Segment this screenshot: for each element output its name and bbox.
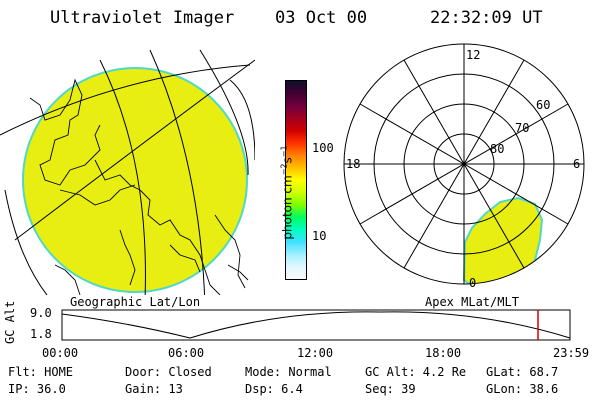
colorbar-unit-label: photon cm−2s−1 (279, 145, 295, 240)
status-seq: Seq: 39 (365, 382, 416, 396)
altitude-axis-title: GC Alt (3, 300, 17, 344)
time-tick-0600: 06:00 (168, 346, 205, 360)
colorbar-tick-100: 100 (312, 141, 334, 155)
altitude-y-max: 9.0 (30, 306, 52, 320)
status-door: Door: Closed (125, 365, 212, 379)
polar-mlt-plot: 12 18 6 0 60 70 80 (343, 43, 585, 290)
altitude-plot (61, 309, 571, 341)
polar-label-6: 6 (573, 157, 580, 171)
altitude-y-min: 1.8 (30, 327, 52, 341)
status-gc-alt: GC Alt: 4.2 Re (365, 365, 467, 379)
geographic-grid (0, 49, 255, 295)
polar-label-60: 60 (536, 98, 550, 112)
time-tick-0000: 00:00 (42, 346, 79, 360)
polar-label-70: 70 (515, 121, 529, 135)
altitude-curve (61, 311, 571, 339)
status-glat: GLat: 68.7 (486, 365, 559, 379)
colorbar (285, 80, 307, 280)
colorbar-tick-10: 10 (312, 229, 327, 243)
instrument-title: Ultraviolet Imager (50, 8, 235, 28)
coastline-outlines (29, 78, 249, 295)
date-label: 03 Oct 00 (275, 8, 368, 28)
time-tick-1200: 12:00 (297, 346, 334, 360)
left-projection-label: Geographic Lat/Lon (70, 295, 201, 309)
auroral-image-region (462, 196, 544, 284)
polar-label-0: 0 (469, 276, 476, 290)
status-glon: GLon: 38.6 (486, 382, 559, 396)
time-tick-2359: 23:59 (553, 346, 590, 360)
polar-label-80: 80 (490, 142, 504, 156)
altitude-plot-frame (61, 309, 571, 341)
polar-grid (343, 43, 585, 285)
geographic-image-panel (0, 49, 255, 295)
status-flight: Flt: HOME (8, 365, 74, 379)
status-dsp: Dsp: 6.4 (245, 382, 303, 396)
status-gain: Gain: 13 (125, 382, 183, 396)
polar-label-12: 12 (466, 48, 480, 62)
polar-label-18: 18 (346, 157, 360, 171)
time-label: 22:32:09 UT (430, 8, 543, 28)
time-tick-1800: 18:00 (425, 346, 462, 360)
status-mode: Mode: Normal (245, 365, 332, 379)
earth-disk (22, 67, 248, 293)
colorbar-gradient (286, 81, 306, 279)
right-projection-label: Apex MLat/MLT (425, 295, 519, 309)
status-ip: IP: 36.0 (8, 382, 66, 396)
